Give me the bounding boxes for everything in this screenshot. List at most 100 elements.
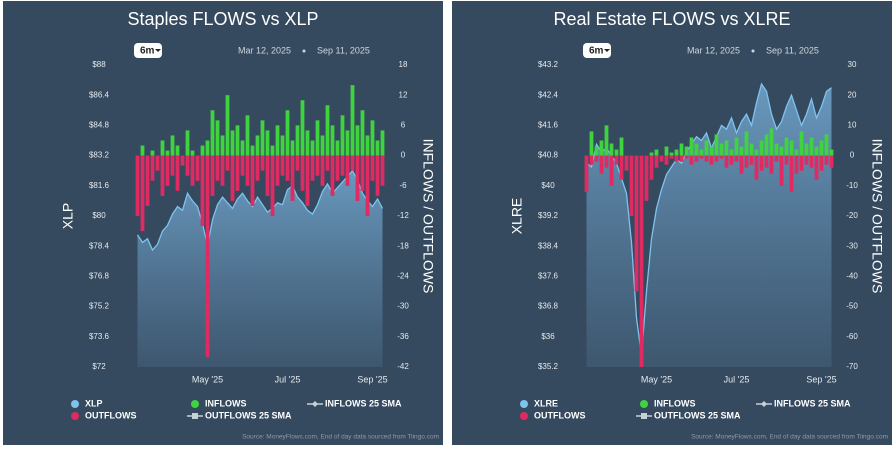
range-button-label[interactable]: 6m xyxy=(589,46,604,57)
flow-bar xyxy=(679,155,684,162)
flow-bar xyxy=(355,155,360,201)
flow-bar xyxy=(285,110,290,156)
flow-bar xyxy=(654,149,659,156)
y-tick-label: $88 xyxy=(92,60,106,69)
flow-bar xyxy=(250,155,255,206)
legend-label[interactable]: INFLOWS 25 SMA xyxy=(774,398,851,408)
flow-bar xyxy=(230,130,235,156)
source-note: Source: MoneyFlows.com, End of day data … xyxy=(691,434,888,441)
flow-bar xyxy=(664,155,669,165)
legend-label[interactable]: OUTFLOWS 25 SMA xyxy=(205,410,292,420)
y2-tick-label: 0 xyxy=(401,151,406,160)
flow-bar xyxy=(794,155,799,174)
flow-bar xyxy=(380,130,385,156)
flow-bar xyxy=(609,155,614,186)
flow-bar xyxy=(160,155,165,196)
flow-bar xyxy=(160,140,165,156)
x-tick-label: Jul '25 xyxy=(275,374,301,384)
flow-bar xyxy=(345,155,350,186)
date-separator xyxy=(302,49,306,53)
legend-label[interactable]: XLP xyxy=(85,398,103,408)
flow-bar xyxy=(799,155,804,171)
flow-bar xyxy=(694,143,699,156)
y-tick-label: $41.6 xyxy=(538,121,559,130)
legend-label[interactable]: XLRE xyxy=(534,398,558,408)
legend-label[interactable]: INFLOWS 25 SMA xyxy=(325,398,402,408)
legend-marker xyxy=(641,413,647,419)
flow-bar xyxy=(804,155,809,165)
flow-bar xyxy=(135,155,140,216)
flow-bar xyxy=(624,155,629,171)
flow-bar xyxy=(245,155,250,186)
y-tick-label: $42.4 xyxy=(538,90,559,99)
flow-bar xyxy=(350,155,355,171)
flow-bar xyxy=(644,155,649,201)
y2-tick-label: -30 xyxy=(397,302,409,311)
flow-bar xyxy=(649,152,654,156)
flow-bar xyxy=(679,143,684,156)
legend-label[interactable]: OUTFLOWS 25 SMA xyxy=(654,410,741,420)
flow-bar xyxy=(240,155,245,176)
flow-bar xyxy=(594,146,599,156)
flow-bar xyxy=(799,131,804,156)
y-tick-label: $72 xyxy=(92,362,106,371)
flow-bar xyxy=(689,155,694,165)
flow-bar xyxy=(355,125,360,156)
flow-bar xyxy=(220,135,225,156)
flow-bar xyxy=(315,120,320,156)
y-tick-label: $36.8 xyxy=(538,302,559,311)
flow-bar xyxy=(265,155,270,196)
flow-bar xyxy=(280,135,285,156)
range-button-label[interactable]: 6m xyxy=(140,46,155,57)
flow-bar xyxy=(784,155,789,165)
legend-label[interactable]: INFLOWS xyxy=(654,398,696,408)
flow-bar xyxy=(589,131,594,156)
price-line xyxy=(136,169,384,252)
caret xyxy=(155,49,161,52)
flow-bar xyxy=(819,140,824,156)
flow-bar xyxy=(215,120,220,156)
flow-bar xyxy=(814,155,819,180)
flow-bar xyxy=(704,140,709,156)
flow-bar xyxy=(704,155,709,162)
flow-bar xyxy=(180,155,185,166)
y2-tick-label: -20 xyxy=(846,211,858,220)
source-note: Source: MoneyFlows.com, End of day data … xyxy=(242,434,439,441)
legend-label[interactable]: INFLOWS xyxy=(205,398,247,408)
y-tick-label: $43.2 xyxy=(538,60,559,69)
flow-bar xyxy=(255,155,260,181)
flow-bar xyxy=(629,155,634,216)
flow-bar xyxy=(604,125,609,156)
x-tick-label: Sep '25 xyxy=(357,374,387,384)
flow-bar xyxy=(350,85,355,156)
y-tick-label: $39.2 xyxy=(538,211,559,220)
flow-bar xyxy=(789,140,794,156)
range-button[interactable] xyxy=(583,43,611,58)
flow-bar xyxy=(794,149,799,156)
flow-bar xyxy=(195,155,200,181)
flow-bar xyxy=(330,155,335,196)
flow-bar xyxy=(380,155,385,186)
flow-bar xyxy=(659,155,664,162)
legend-label[interactable]: OUTFLOWS xyxy=(534,410,586,420)
y2-tick-label: 12 xyxy=(399,90,408,99)
flow-bar xyxy=(250,145,255,156)
flow-bar xyxy=(694,155,699,162)
flow-bar xyxy=(719,155,724,159)
legend-label[interactable]: OUTFLOWS xyxy=(85,410,137,420)
flow-bar xyxy=(360,155,365,191)
flow-bar xyxy=(829,155,834,168)
y2-tick-label: 0 xyxy=(850,151,855,160)
flow-bar xyxy=(340,155,345,176)
flow-bar xyxy=(235,125,240,156)
y-tick-label: $83.2 xyxy=(89,151,110,160)
date-end: Sep 11, 2025 xyxy=(317,45,370,55)
flow-bar xyxy=(759,155,764,171)
flow-bar xyxy=(225,95,230,156)
flow-bar xyxy=(784,137,789,156)
flow-bar xyxy=(170,155,175,176)
range-button[interactable] xyxy=(134,43,162,58)
flow-bar xyxy=(619,155,624,180)
flow-bar xyxy=(714,155,719,162)
